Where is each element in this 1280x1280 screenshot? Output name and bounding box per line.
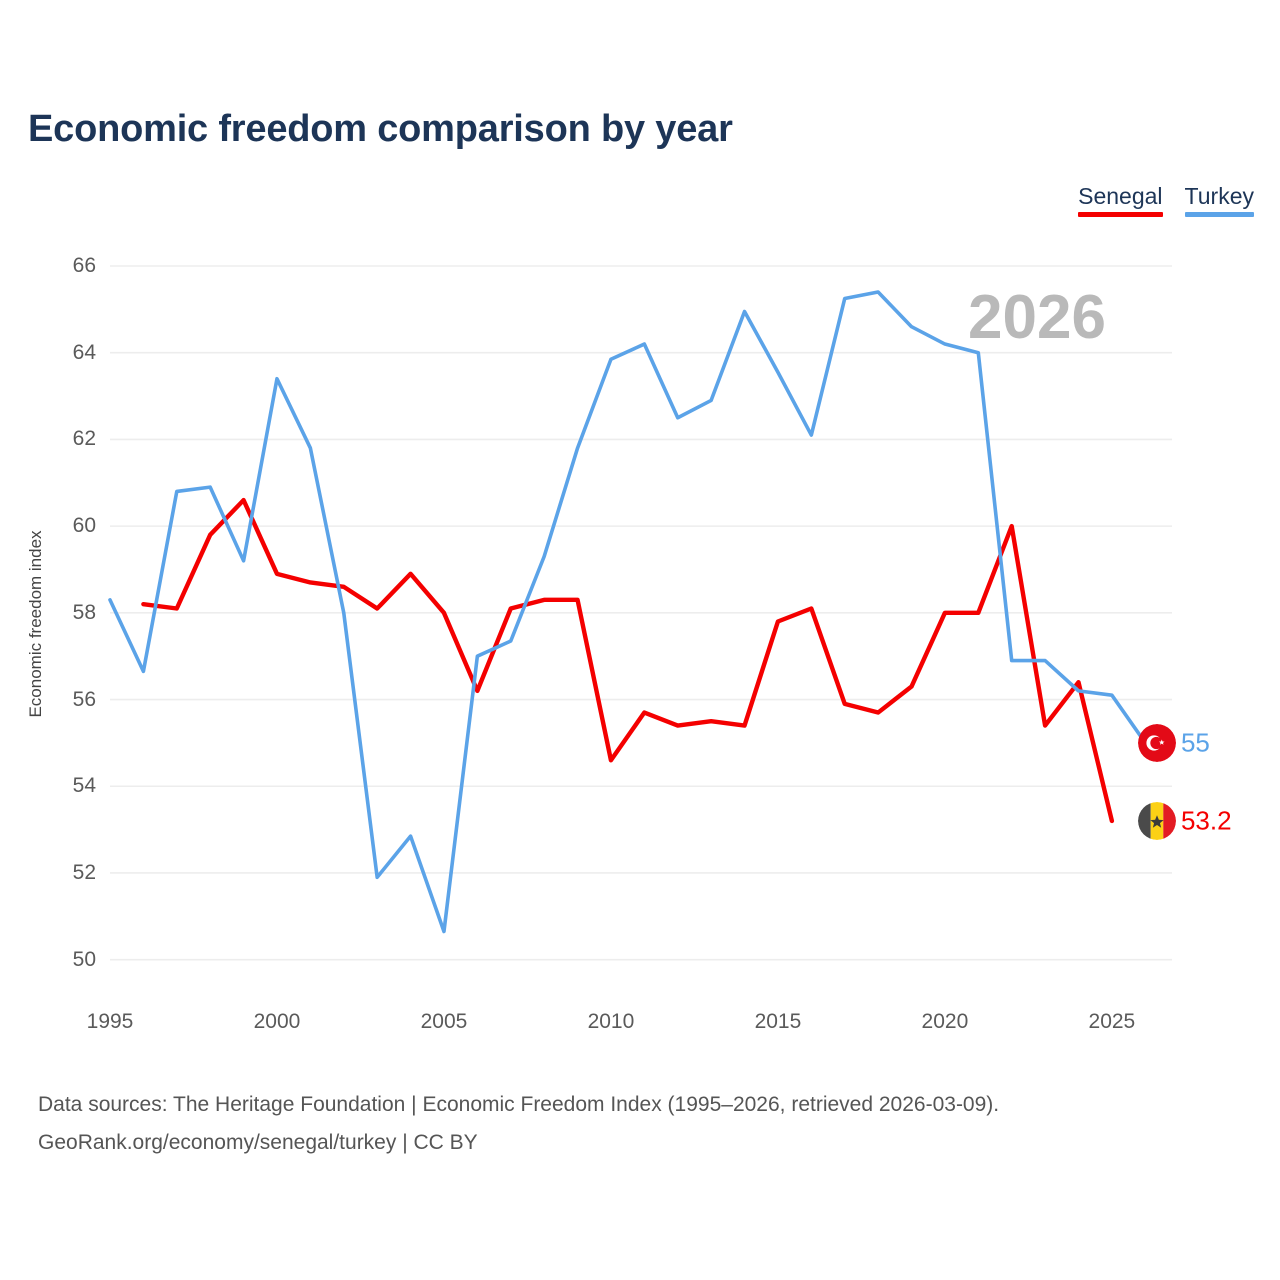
legend-label-turkey: Turkey — [1184, 183, 1254, 209]
footer-line-1: Data sources: The Heritage Foundation | … — [38, 1093, 1000, 1116]
chart-legend: Senegal Turkey — [1078, 182, 1254, 217]
series-line-senegal — [141, 497, 1115, 824]
page-title: Economic freedom comparison by year — [28, 108, 733, 150]
x-tick-label: 2020 — [921, 1010, 969, 1033]
x-tick-label: 2000 — [253, 1010, 301, 1033]
y-tick-label: 50 — [72, 947, 96, 971]
x-tick-label: 2015 — [754, 1010, 802, 1033]
legend-item-senegal[interactable]: Senegal — [1078, 182, 1163, 217]
turkey-flag-icon — [1137, 723, 1176, 762]
legend-item-turkey[interactable]: Turkey — [1184, 182, 1254, 217]
legend-swatch-turkey — [1184, 212, 1254, 217]
y-tick-label: 66 — [72, 254, 96, 277]
y-tick-label: 58 — [72, 600, 96, 624]
x-tick-label: 1995 — [86, 1010, 134, 1033]
y-tick-label: 60 — [72, 514, 96, 538]
year-watermark: 2026 — [968, 283, 1106, 352]
legend-label-senegal: Senegal — [1078, 183, 1163, 209]
series-line-turkey — [108, 290, 1148, 934]
senegal-end-label: 53.2 — [1180, 805, 1232, 836]
footer-line-2: GeoRank.org/economy/senegal/turkey | CC … — [38, 1131, 478, 1154]
legend-swatch-senegal — [1078, 212, 1163, 217]
chart-footer: Data sources: The Heritage Foundation | … — [38, 1086, 999, 1162]
y-tick-label: 52 — [72, 860, 96, 884]
x-tick-label: 2005 — [420, 1010, 468, 1033]
x-tick-label: 2010 — [587, 1010, 635, 1033]
y-tick-label: 54 — [72, 774, 96, 798]
turkey-end-label: 55 — [1180, 727, 1210, 758]
senegal-flag-icon — [1137, 801, 1176, 840]
y-tick-label: 64 — [72, 340, 96, 364]
y-axis-ticks: 50 52 54 56 58 60 62 64 66 — [40, 0, 96, 1280]
y-tick-label: 62 — [72, 427, 96, 451]
y-tick-label: 56 — [72, 687, 96, 711]
x-tick-label: 2025 — [1088, 1010, 1136, 1033]
